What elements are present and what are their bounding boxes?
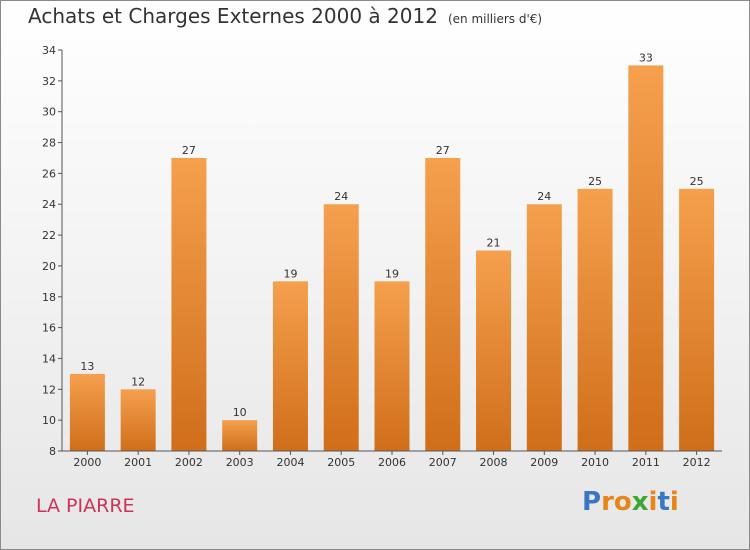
bar-value-label: 33: [639, 51, 653, 64]
bar-2004: [272, 281, 308, 451]
bar-2006: [374, 281, 410, 451]
bar-2000: [69, 373, 105, 451]
x-tick-label: 2001: [124, 456, 152, 469]
commune-name: LA PIARRE: [36, 495, 135, 517]
bar-2001: [120, 389, 156, 451]
proxiti-logo: Proxiti: [582, 487, 679, 517]
y-tick-label: 30: [42, 106, 56, 119]
y-tick-label: 18: [42, 291, 56, 304]
x-tick-label: 2011: [632, 456, 660, 469]
bar-2007: [425, 157, 461, 451]
y-tick-label: 16: [42, 322, 56, 335]
bar-value-label: 13: [80, 360, 94, 373]
bar-2010: [577, 188, 613, 452]
y-tick-label: 24: [42, 198, 56, 211]
y-tick-label: 34: [42, 44, 56, 57]
bar-2005: [323, 204, 359, 451]
y-tick-label: 22: [42, 229, 56, 242]
x-tick-label: 2002: [175, 456, 203, 469]
bar-value-label: 19: [283, 267, 297, 280]
bar-2009: [526, 204, 562, 451]
x-tick-label: 2012: [683, 456, 711, 469]
chart-title: Achats et Charges Externes 2000 à 2012 (e…: [28, 4, 542, 28]
bar-2012: [679, 188, 715, 452]
x-tick-label: 2000: [73, 456, 101, 469]
bar-value-label: 21: [487, 237, 501, 250]
logo-letter: t: [657, 487, 670, 517]
x-tick-label: 2006: [378, 456, 406, 469]
x-tick-label: 2008: [480, 456, 508, 469]
y-tick-label: 32: [42, 75, 56, 88]
bar-2008: [476, 250, 512, 451]
y-tick-label: 8: [49, 445, 56, 458]
chart-title-text: Achats et Charges Externes 2000 à 2012: [28, 4, 438, 28]
bar-value-label: 27: [182, 144, 196, 157]
bar-value-label: 24: [334, 190, 348, 203]
y-tick-label: 14: [42, 352, 56, 365]
logo-letter: r: [601, 487, 614, 517]
logo-letter: i: [669, 487, 679, 517]
bar-value-label: 25: [690, 175, 704, 188]
x-tick-label: 2010: [581, 456, 609, 469]
logo-letter: i: [648, 487, 658, 517]
x-tick-label: 2009: [530, 456, 558, 469]
bars: 13 12 27 10 19 24 19 27 21 24 25 33 25: [69, 51, 715, 452]
logo-letter: P: [582, 487, 602, 517]
x-tick-label: 2005: [327, 456, 355, 469]
bar-value-label: 24: [537, 190, 551, 203]
x-tick-label: 2004: [276, 456, 304, 469]
logo-letter: x: [631, 487, 649, 517]
logo-letter: o: [613, 487, 632, 517]
bar-value-label: 10: [233, 406, 247, 419]
bar-value-label: 12: [131, 375, 145, 388]
x-tick-label: 2003: [226, 456, 254, 469]
bar-2011: [628, 65, 664, 451]
y-tick-label: 20: [42, 260, 56, 273]
y-axis: 8 10 12 14 16 18 20 22 24 26 28 30 32 34: [42, 44, 63, 458]
y-tick-label: 28: [42, 137, 56, 150]
x-tick-label: 2007: [429, 456, 457, 469]
bar-2002: [171, 157, 207, 451]
y-tick-label: 10: [42, 414, 56, 427]
bar-2003: [222, 420, 258, 451]
bar-value-label: 19: [385, 267, 399, 280]
bar-value-label: 27: [436, 144, 450, 157]
chart-unit: (en milliers d'€): [447, 12, 543, 26]
bar-value-label: 25: [588, 175, 602, 188]
y-tick-label: 12: [42, 383, 56, 396]
x-axis: 2000 2001 2002 2003 2004 2005 2006 2007 2008 2009…: [62, 450, 722, 469]
y-tick-label: 26: [42, 167, 56, 180]
